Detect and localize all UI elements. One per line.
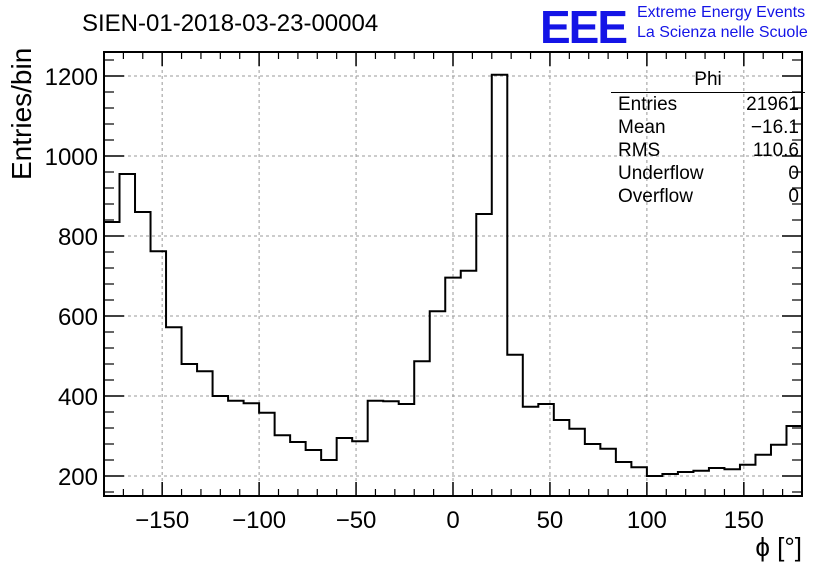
histogram-line	[104, 73, 802, 477]
stats-row-overflow: Overflow 0	[611, 185, 805, 208]
x-tick-label: 100	[627, 507, 667, 534]
eee-logo: EEE	[540, 1, 628, 53]
stats-box: Phi Entries 21961 Mean −16.1 RMS 110.6 Unde…	[611, 70, 805, 208]
stats-label: Overflow	[618, 186, 693, 207]
stats-row-entries: Entries 21961	[611, 93, 805, 116]
x-tick-label: −150	[135, 507, 189, 534]
stats-row-rms: RMS 110.6	[611, 139, 805, 162]
stats-row-mean: Mean −16.1	[611, 116, 805, 139]
stats-value: −16.1	[750, 117, 799, 138]
x-tick-label: −100	[232, 507, 286, 534]
stats-value: 0	[788, 163, 799, 184]
stats-label: Mean	[618, 117, 666, 138]
stats-value: 110.6	[752, 140, 799, 161]
y-axis-label: Entries/bin	[6, 47, 37, 180]
y-tick-label: 200	[58, 464, 98, 491]
stats-label: RMS	[618, 140, 661, 161]
y-tick-label: 1200	[45, 64, 98, 91]
y-tick-label: 1000	[45, 144, 98, 171]
brand-line-1: Extreme Energy Events	[637, 4, 806, 21]
x-tick-label: 0	[446, 507, 459, 534]
chart-title: SIEN-01-2018-03-23-00004	[82, 10, 379, 37]
brand-line-2: La Scienza nelle Scuole	[637, 24, 808, 41]
x-tick-label: −50	[336, 507, 377, 534]
stats-row-underflow: Underflow 0	[611, 162, 805, 185]
stats-value: 0	[788, 186, 799, 207]
stats-label: Underflow	[618, 163, 704, 184]
stats-value: 21961	[746, 94, 799, 115]
y-tick-label: 600	[58, 304, 98, 331]
x-axis-label: ϕ [°]	[755, 532, 802, 562]
x-tick-label: 150	[724, 507, 764, 534]
stats-label: Entries	[618, 94, 678, 115]
x-tick-label: 50	[537, 507, 564, 534]
y-tick-label: 400	[58, 384, 98, 411]
axis-ticks	[103, 52, 803, 496]
stats-box-title: Phi	[611, 70, 805, 93]
tick-labels: −150 −100 −50 0 50 100 150 200 400 600 800 1000 1200	[45, 64, 764, 534]
y-tick-label: 800	[58, 224, 98, 251]
